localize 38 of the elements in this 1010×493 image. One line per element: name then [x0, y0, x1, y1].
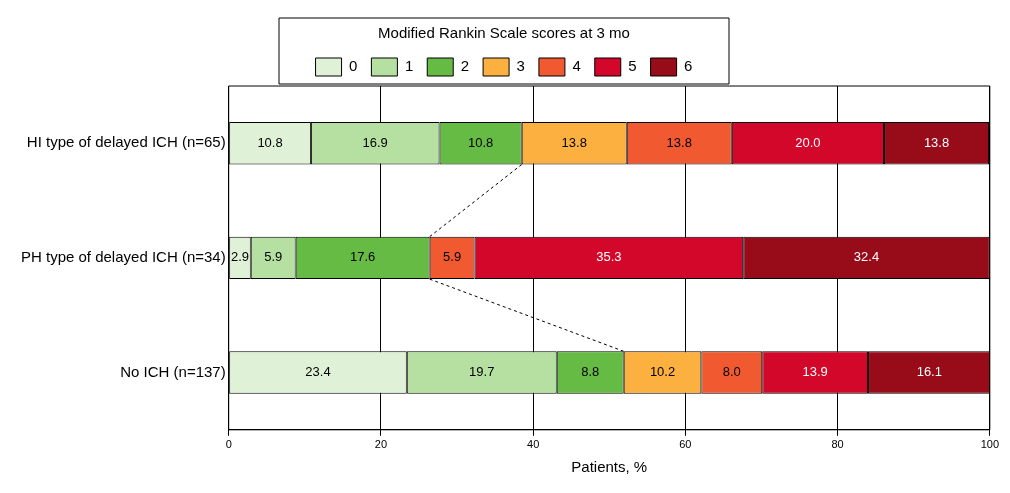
legend-label: 5: [628, 57, 637, 75]
x-tick-label: 100: [980, 438, 999, 451]
legend-label: 3: [516, 57, 525, 75]
legend-label: 0: [349, 57, 358, 75]
x-tick-label: 0: [225, 438, 232, 451]
y-tick-label: No ICH (n=137): [120, 362, 226, 380]
data-label: 10.8: [257, 134, 283, 150]
data-label: 5.9: [443, 249, 462, 265]
x-tick-label: 40: [527, 438, 540, 451]
data-label: 2.9: [230, 249, 250, 265]
data-label: 19.7: [469, 364, 495, 380]
data-label: 32.4: [853, 249, 880, 265]
data-label: 8.0: [722, 364, 741, 380]
data-label: 17.6: [349, 249, 376, 265]
data-label: 10.8: [467, 134, 494, 150]
data-label: 13.8: [561, 134, 587, 150]
x-tick-label: 60: [679, 438, 692, 451]
legend-title: Modified Rankin Scale scores at 3 mo: [378, 23, 630, 41]
legend-label: 1: [404, 57, 414, 75]
legend-label: 4: [572, 57, 581, 75]
data-label: 5.9: [264, 249, 283, 265]
data-label: 16.9: [362, 134, 388, 150]
x-axis-title: Patients, %: [571, 458, 648, 476]
data-label: 23.4: [305, 364, 331, 380]
y-tick-label: HI type of delayed ICH (n=65): [26, 133, 226, 151]
x-tick-label: 20: [374, 438, 388, 451]
legend-label: 6: [684, 57, 693, 75]
x-tick-label: 80: [831, 438, 844, 451]
data-label: 20.0: [795, 134, 821, 150]
data-label: 10.2: [649, 364, 676, 380]
data-label: 13.8: [923, 134, 950, 150]
legend-label: 2: [460, 57, 470, 75]
data-label: 8.8: [581, 364, 600, 380]
y-tick-label: PH type of delayed ICH (n=34): [20, 248, 226, 266]
data-label: 13.8: [666, 134, 692, 150]
data-label: 13.9: [802, 364, 828, 380]
data-label: 16.1: [916, 364, 942, 380]
data-label: 35.3: [596, 249, 622, 265]
